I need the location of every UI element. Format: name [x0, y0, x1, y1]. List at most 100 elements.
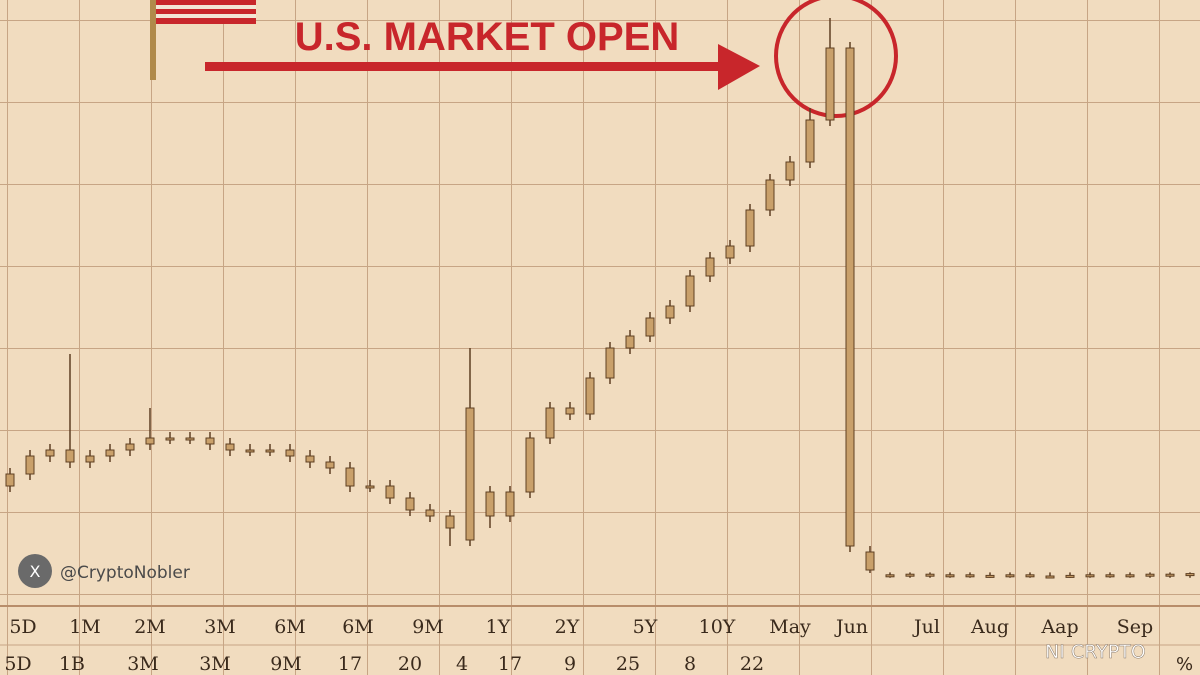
x-tick-label: 6M	[342, 616, 374, 638]
candle-body	[605, 347, 615, 379]
candle-body	[865, 551, 875, 571]
candle-body	[485, 491, 495, 517]
candle-body	[45, 449, 55, 457]
x-tick-label: 9M	[412, 616, 444, 638]
candle-body	[625, 335, 635, 349]
candle-body	[445, 515, 455, 529]
x-tick-label: Sep	[1117, 616, 1153, 638]
x-tick-label: 1B	[59, 653, 85, 675]
x-tick-label: 2M	[134, 616, 166, 638]
x-tick-label: 4	[456, 653, 468, 675]
candle-body	[365, 485, 375, 489]
x-tick-label: May	[769, 616, 811, 638]
chart-title: U.S. MARKET OPEN	[295, 15, 679, 59]
x-tick-label: Aap	[1040, 616, 1078, 638]
handle: @CryptoNobler	[60, 563, 190, 583]
candle-body	[65, 449, 75, 463]
handle-badge: X	[18, 554, 52, 588]
candle-body	[285, 449, 295, 457]
candle-body	[565, 407, 575, 415]
x-tick-label: 17	[498, 653, 522, 675]
candle-body	[105, 449, 115, 457]
candle-body	[725, 245, 735, 259]
candle-body	[145, 437, 155, 445]
candle-body	[765, 179, 775, 211]
candle-body	[1145, 573, 1155, 577]
x-tick-label: 17	[338, 653, 362, 675]
x-tick-label: 1M	[69, 616, 101, 638]
candle-body	[645, 317, 655, 337]
x-tick-label: 3M	[199, 653, 231, 675]
candle-body	[305, 455, 315, 463]
x-tick-label: 6M	[274, 616, 306, 638]
candle-body	[465, 407, 475, 541]
flag	[150, 0, 256, 80]
x-tick-label: 5D	[9, 616, 36, 638]
candle-body	[805, 119, 815, 163]
candle-body	[965, 574, 975, 578]
x-tick-label: 9M	[270, 653, 302, 675]
watermark: NI CRYPTO	[1045, 641, 1146, 663]
candle-body	[1065, 574, 1075, 578]
candle-body	[265, 449, 275, 453]
candle-body	[1045, 575, 1055, 579]
x-tick-label: 10Y	[699, 616, 736, 638]
candle-body	[545, 407, 555, 439]
x-tick-label: 8	[684, 653, 696, 675]
x-tick-label: 5D	[4, 653, 31, 675]
candle-body	[905, 573, 915, 577]
candle-body	[1005, 574, 1015, 578]
candle-body	[245, 449, 255, 453]
x-tick-label: 5Y	[633, 616, 658, 638]
candle-body	[585, 377, 595, 415]
x-tick-label: 3M	[204, 616, 236, 638]
candle-body	[945, 574, 955, 578]
highlight-circle	[774, 0, 898, 118]
candle-body	[25, 455, 35, 475]
candle-body	[345, 467, 355, 487]
candle-body	[165, 437, 175, 441]
candle-body	[665, 305, 675, 319]
candle-body	[405, 497, 415, 511]
candle-body	[185, 437, 195, 441]
candle-body	[685, 275, 695, 307]
x-tick-label: 22	[740, 653, 764, 675]
arrow	[205, 44, 760, 90]
candle-body	[205, 437, 215, 445]
candle-body	[925, 573, 935, 577]
candle-body	[525, 437, 535, 493]
candle-body	[1165, 573, 1175, 577]
candle-body	[505, 491, 515, 517]
candle-body	[1105, 574, 1115, 578]
x-tick-label: 3M	[127, 653, 159, 675]
candle-body	[425, 509, 435, 517]
candle-body	[125, 443, 135, 451]
x-tick-label: Aug	[970, 616, 1009, 638]
candle-body	[1185, 573, 1195, 577]
svg-text:X: X	[30, 562, 41, 581]
candle-body	[785, 161, 795, 181]
candle-body	[385, 485, 395, 499]
candle-body	[225, 443, 235, 451]
candle-body	[885, 574, 895, 578]
corner-label: %	[1176, 654, 1193, 675]
x-tick-label: Jun	[834, 616, 868, 638]
x-tick-label: Jul	[912, 616, 940, 638]
candle-body	[85, 455, 95, 463]
candle-body	[745, 209, 755, 247]
candle-body	[5, 473, 15, 487]
x-tick-label: 1Y	[486, 616, 511, 638]
candle-body	[1125, 574, 1135, 578]
x-tick-label: 25	[616, 653, 640, 675]
x-tick-label: 20	[398, 653, 422, 675]
x-tick-label: 2Y	[555, 616, 580, 638]
candle-body	[325, 461, 335, 469]
candle-body	[1085, 574, 1095, 578]
candle-body	[985, 574, 995, 578]
candle-body	[705, 257, 715, 277]
candle-body	[1025, 574, 1035, 578]
candle-body	[845, 47, 855, 547]
candle-body	[825, 47, 835, 121]
x-tick-label: 9	[564, 653, 576, 675]
